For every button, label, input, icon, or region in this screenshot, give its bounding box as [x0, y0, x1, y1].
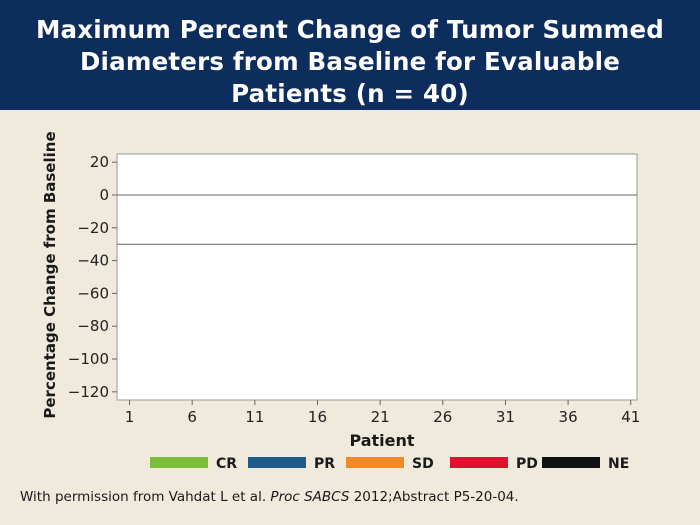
- y-tick-label: 0: [99, 186, 109, 204]
- y-tick-label: −120: [68, 383, 109, 401]
- citation-source: Proc SABCS: [270, 489, 350, 505]
- y-tick-label: −20: [77, 219, 109, 237]
- y-tick-label: −40: [77, 252, 109, 270]
- x-axis-title: Patient: [349, 431, 414, 450]
- legend-label-pr: PR: [314, 456, 335, 472]
- slide-title-line-1: Maximum Percent Change of Tumor Summed: [35, 15, 665, 44]
- legend: CR PR SD PD NE: [150, 456, 629, 472]
- legend-swatch-pd: [450, 457, 508, 468]
- x-tick-label: 36: [559, 408, 578, 426]
- x-tick-label: 16: [308, 408, 327, 426]
- y-tick-label: 20: [90, 153, 109, 171]
- x-tick-label: 41: [621, 408, 640, 426]
- x-tick-label: 31: [496, 408, 515, 426]
- legend-swatch-ne: [542, 457, 600, 468]
- legend-swatch-cr: [150, 457, 208, 468]
- slide-title: Maximum Percent Change of Tumor Summed D…: [0, 14, 700, 110]
- citation-prefix: With permission from Vahdat L et al.: [20, 489, 271, 505]
- x-tick-label: 21: [371, 408, 390, 426]
- y-tick-label: −100: [68, 350, 109, 368]
- legend-label-ne: NE: [608, 456, 629, 472]
- citation-footnote: With permission from Vahdat L et al. Pro…: [20, 489, 519, 505]
- x-tick-label: 1: [125, 408, 135, 426]
- slide-title-line-3: Patients (n = 40): [231, 79, 469, 108]
- y-tick-label: −60: [77, 284, 109, 302]
- x-tick-label: 6: [187, 408, 197, 426]
- x-tick-label: 26: [433, 408, 452, 426]
- slide-title-line-2: Diameters from Baseline for Evaluable: [79, 47, 621, 76]
- legend-label-cr: CR: [216, 456, 237, 472]
- y-axis-title: Percentage Change from Baseline: [41, 131, 59, 418]
- legend-label-sd: SD: [412, 456, 434, 472]
- y-tick-label: −80: [77, 317, 109, 335]
- x-tick-label: 11: [245, 408, 264, 426]
- plot-area: [116, 153, 638, 401]
- legend-label-pd: PD: [516, 456, 538, 472]
- title-banner: Maximum Percent Change of Tumor Summed D…: [0, 0, 700, 110]
- axes-layer: [116, 153, 638, 401]
- legend-swatch-sd: [346, 457, 404, 468]
- legend-swatch-pr: [248, 457, 306, 468]
- citation-suffix: 2012;Abstract P5-20-04.: [349, 489, 519, 505]
